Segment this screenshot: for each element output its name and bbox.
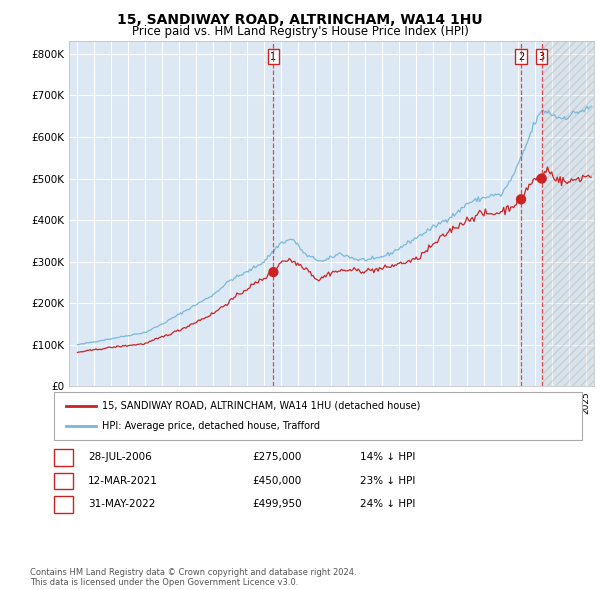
Text: 28-JUL-2006: 28-JUL-2006 [88,453,152,462]
Text: 15, SANDIWAY ROAD, ALTRINCHAM, WA14 1HU: 15, SANDIWAY ROAD, ALTRINCHAM, WA14 1HU [117,13,483,27]
Text: 2: 2 [518,52,524,62]
Text: 15, SANDIWAY ROAD, ALTRINCHAM, WA14 1HU (detached house): 15, SANDIWAY ROAD, ALTRINCHAM, WA14 1HU … [102,401,421,411]
Text: 3: 3 [60,500,67,509]
Text: 1: 1 [60,453,67,462]
Text: 1: 1 [271,52,277,62]
Text: £450,000: £450,000 [252,476,301,486]
Text: 14% ↓ HPI: 14% ↓ HPI [360,453,415,462]
Text: £275,000: £275,000 [252,453,301,462]
Text: 24% ↓ HPI: 24% ↓ HPI [360,500,415,509]
Bar [543,41,596,386]
Point [269,267,278,277]
Text: 23% ↓ HPI: 23% ↓ HPI [360,476,415,486]
Text: Price paid vs. HM Land Registry's House Price Index (HPI): Price paid vs. HM Land Registry's House … [131,25,469,38]
Text: 3: 3 [539,52,545,62]
Bar [543,41,596,386]
Text: Contains HM Land Registry data © Crown copyright and database right 2024.
This d: Contains HM Land Registry data © Crown c… [30,568,356,587]
Text: 2: 2 [60,476,67,486]
Text: HPI: Average price, detached house, Trafford: HPI: Average price, detached house, Traf… [102,421,320,431]
Text: 12-MAR-2021: 12-MAR-2021 [88,476,158,486]
Text: 31-MAY-2022: 31-MAY-2022 [88,500,155,509]
Point [516,195,526,204]
Point [537,174,547,183]
Text: £499,950: £499,950 [252,500,302,509]
